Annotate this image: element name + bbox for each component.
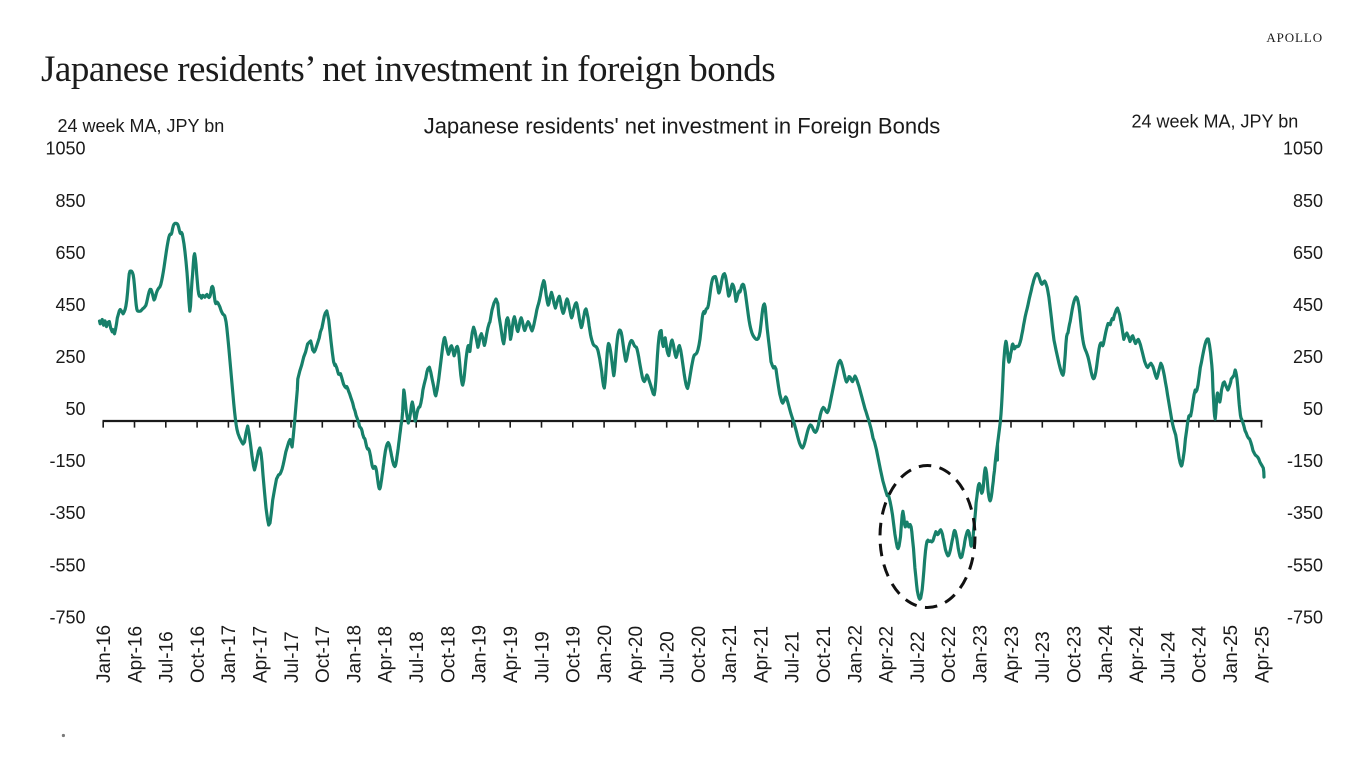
svg-text:Jan-21: Jan-21 <box>720 625 741 683</box>
svg-text:-550: -550 <box>1287 555 1323 575</box>
svg-text:Apr-17: Apr-17 <box>251 626 272 683</box>
svg-text:Oct-17: Oct-17 <box>313 626 334 683</box>
svg-text:Jan-17: Jan-17 <box>219 625 240 683</box>
svg-text:650: 650 <box>1293 243 1323 263</box>
svg-text:-350: -350 <box>1287 503 1323 523</box>
svg-text:Jan-24: Jan-24 <box>1096 624 1117 683</box>
svg-text:Oct-19: Oct-19 <box>564 626 585 683</box>
svg-text:250: 250 <box>55 347 85 367</box>
svg-text:850: 850 <box>55 191 85 211</box>
svg-text:Apr-22: Apr-22 <box>877 626 898 683</box>
svg-text:850: 850 <box>1293 191 1323 211</box>
svg-text:Jul-23: Jul-23 <box>1033 631 1054 683</box>
svg-text:Apr-25: Apr-25 <box>1252 626 1273 683</box>
svg-text:Oct-23: Oct-23 <box>1065 626 1086 683</box>
svg-text:Jan-20: Jan-20 <box>595 625 616 683</box>
svg-text:Jan-19: Jan-19 <box>470 625 491 683</box>
svg-text:1050: 1050 <box>1283 139 1323 159</box>
svg-text:1050: 1050 <box>45 139 85 159</box>
svg-text:Oct-18: Oct-18 <box>438 626 459 683</box>
svg-text:50: 50 <box>1303 399 1323 419</box>
svg-text:Jan-22: Jan-22 <box>845 625 866 683</box>
svg-text:Jan-25: Jan-25 <box>1221 625 1242 683</box>
svg-text:450: 450 <box>1293 295 1323 315</box>
svg-text:Jul-18: Jul-18 <box>407 631 428 683</box>
svg-text:50: 50 <box>65 399 85 419</box>
svg-text:Apr-19: Apr-19 <box>501 626 522 683</box>
svg-text:-150: -150 <box>1287 451 1323 471</box>
svg-text:Apr-18: Apr-18 <box>376 626 397 683</box>
svg-text:-750: -750 <box>1287 607 1323 627</box>
svg-text:Apr-24: Apr-24 <box>1127 626 1148 683</box>
svg-text:-550: -550 <box>49 555 85 575</box>
svg-text:-150: -150 <box>49 451 85 471</box>
svg-text:Jul-16: Jul-16 <box>157 631 178 683</box>
svg-text:Jan-23: Jan-23 <box>971 625 992 683</box>
svg-text:Oct-22: Oct-22 <box>939 626 960 683</box>
svg-text:Japanese residents' net invest: Japanese residents' net investment in Fo… <box>424 114 941 139</box>
svg-text:Oct-21: Oct-21 <box>814 626 835 683</box>
svg-text:Jul-20: Jul-20 <box>658 631 679 683</box>
svg-text:Jul-22: Jul-22 <box>908 631 929 683</box>
svg-text:Oct-20: Oct-20 <box>689 626 710 683</box>
svg-text:Apr-20: Apr-20 <box>626 626 647 683</box>
svg-text:24 week MA, JPY bn: 24 week MA, JPY bn <box>58 116 225 136</box>
svg-text:-750: -750 <box>49 607 85 627</box>
svg-text:Jan-18: Jan-18 <box>344 625 365 683</box>
svg-text:Jul-19: Jul-19 <box>532 631 553 683</box>
svg-text:250: 250 <box>1293 347 1323 367</box>
svg-text:-350: -350 <box>49 503 85 523</box>
svg-text:Jan-16: Jan-16 <box>94 625 115 683</box>
svg-text:650: 650 <box>55 243 85 263</box>
svg-text:Jul-17: Jul-17 <box>282 631 303 683</box>
svg-text:24 week MA, JPY bn: 24 week MA, JPY bn <box>1132 111 1299 131</box>
svg-text:Apr-21: Apr-21 <box>751 626 772 683</box>
svg-text:Oct-24: Oct-24 <box>1190 626 1211 683</box>
svg-text:Jul-24: Jul-24 <box>1158 631 1179 683</box>
svg-text:Jul-21: Jul-21 <box>783 631 804 683</box>
svg-text:Apr-23: Apr-23 <box>1002 626 1023 683</box>
svg-text:Oct-16: Oct-16 <box>188 626 209 683</box>
svg-text:Apr-16: Apr-16 <box>125 626 146 683</box>
svg-text:450: 450 <box>55 295 85 315</box>
